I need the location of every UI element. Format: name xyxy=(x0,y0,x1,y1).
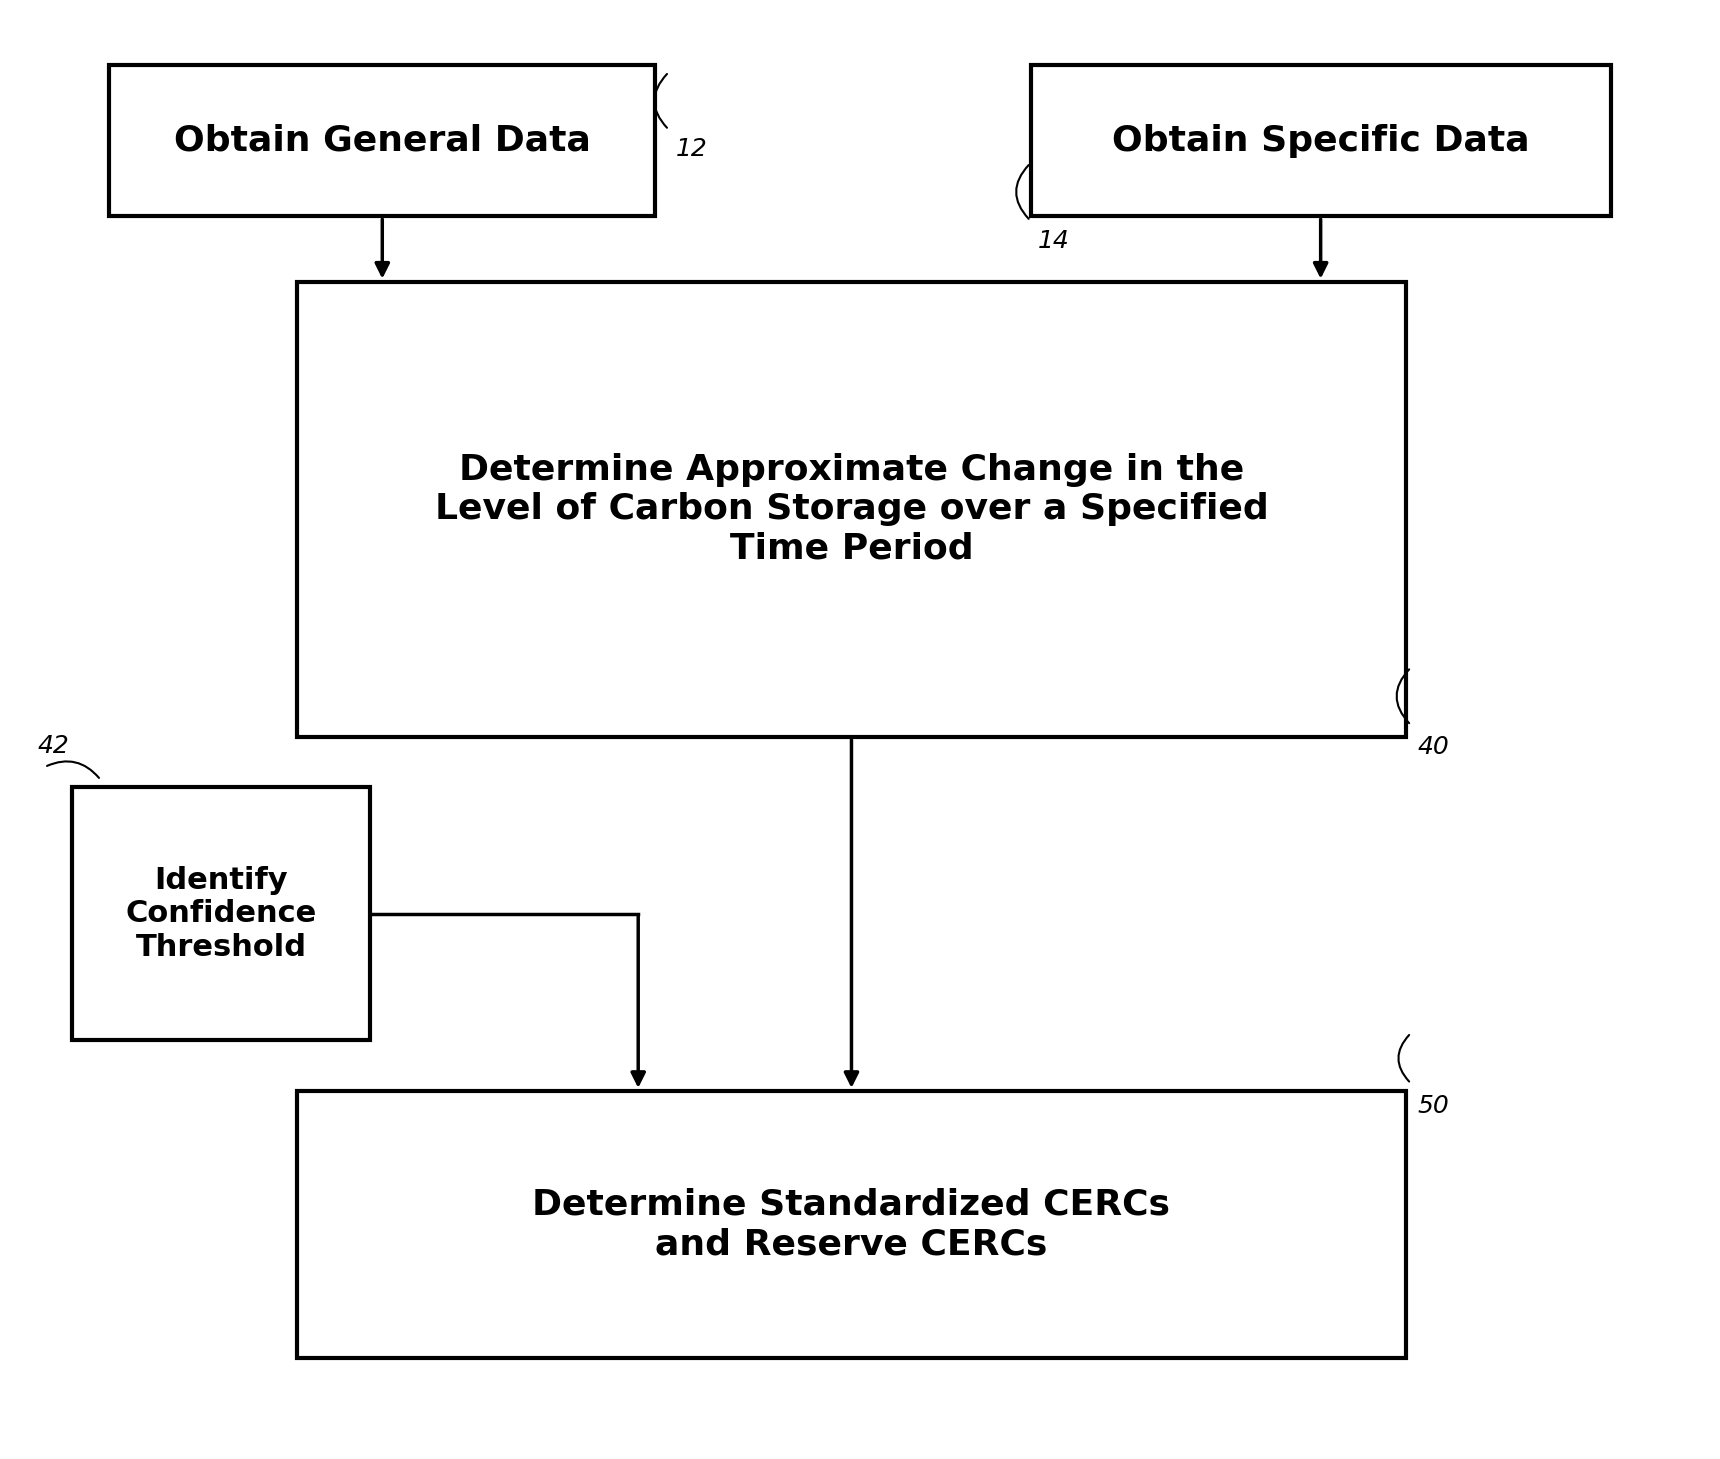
Text: Determine Standardized CERCs
and Reserve CERCs: Determine Standardized CERCs and Reserve… xyxy=(533,1188,1171,1261)
Text: Obtain General Data: Obtain General Data xyxy=(174,124,590,158)
Text: Obtain Specific Data: Obtain Specific Data xyxy=(1111,124,1529,158)
Text: Determine Approximate Change in the
Level of Carbon Storage over a Specified
Tim: Determine Approximate Change in the Leve… xyxy=(435,452,1268,566)
Text: 12: 12 xyxy=(676,137,707,160)
FancyBboxPatch shape xyxy=(298,1091,1405,1358)
Text: 14: 14 xyxy=(1037,229,1070,254)
FancyBboxPatch shape xyxy=(72,788,370,1040)
FancyBboxPatch shape xyxy=(1030,64,1610,216)
Text: 42: 42 xyxy=(38,734,69,759)
FancyBboxPatch shape xyxy=(298,282,1405,737)
FancyBboxPatch shape xyxy=(110,64,655,216)
Text: 40: 40 xyxy=(1417,735,1450,759)
Text: 50: 50 xyxy=(1417,1094,1450,1118)
Text: Identify
Confidence
Threshold: Identify Confidence Threshold xyxy=(126,865,316,961)
